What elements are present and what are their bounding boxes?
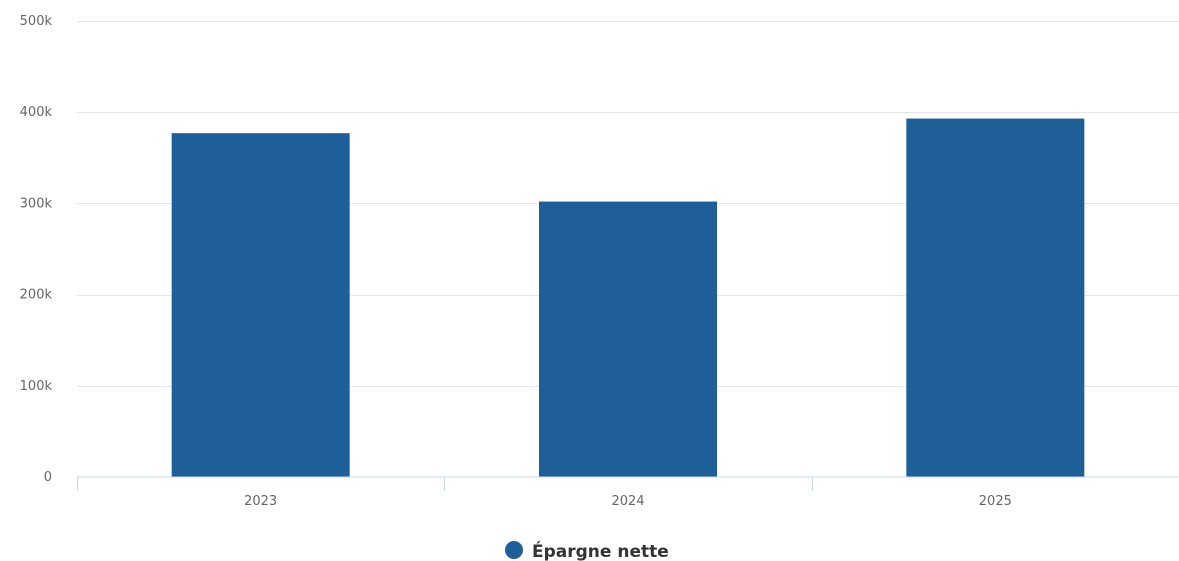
y-tick-label: 500k (20, 14, 53, 29)
legend-label[interactable]: Épargne nette (532, 540, 669, 561)
x-axis-labels: 2023 2024 2025 (244, 494, 1012, 509)
bar-2024[interactable] (539, 201, 717, 478)
y-tick-label: 0 (44, 470, 52, 485)
y-tick-label: 100k (20, 379, 53, 394)
x-tick-label: 2023 (244, 494, 277, 509)
x-tick-label: 2025 (979, 494, 1012, 509)
y-tick-label: 400k (20, 105, 53, 120)
legend-marker-icon[interactable] (505, 541, 523, 559)
bar-2023[interactable] (171, 133, 350, 477)
x-axis (77, 476, 1179, 491)
bar-2025[interactable] (906, 118, 1085, 478)
bars (171, 118, 1085, 478)
y-tick-label: 200k (20, 288, 53, 303)
y-tick-label: 300k (20, 196, 53, 211)
y-axis-labels: 0 100k 200k 300k 400k 500k (20, 14, 53, 485)
x-tick-label: 2024 (611, 494, 644, 509)
legend[interactable]: Épargne nette (505, 540, 669, 561)
